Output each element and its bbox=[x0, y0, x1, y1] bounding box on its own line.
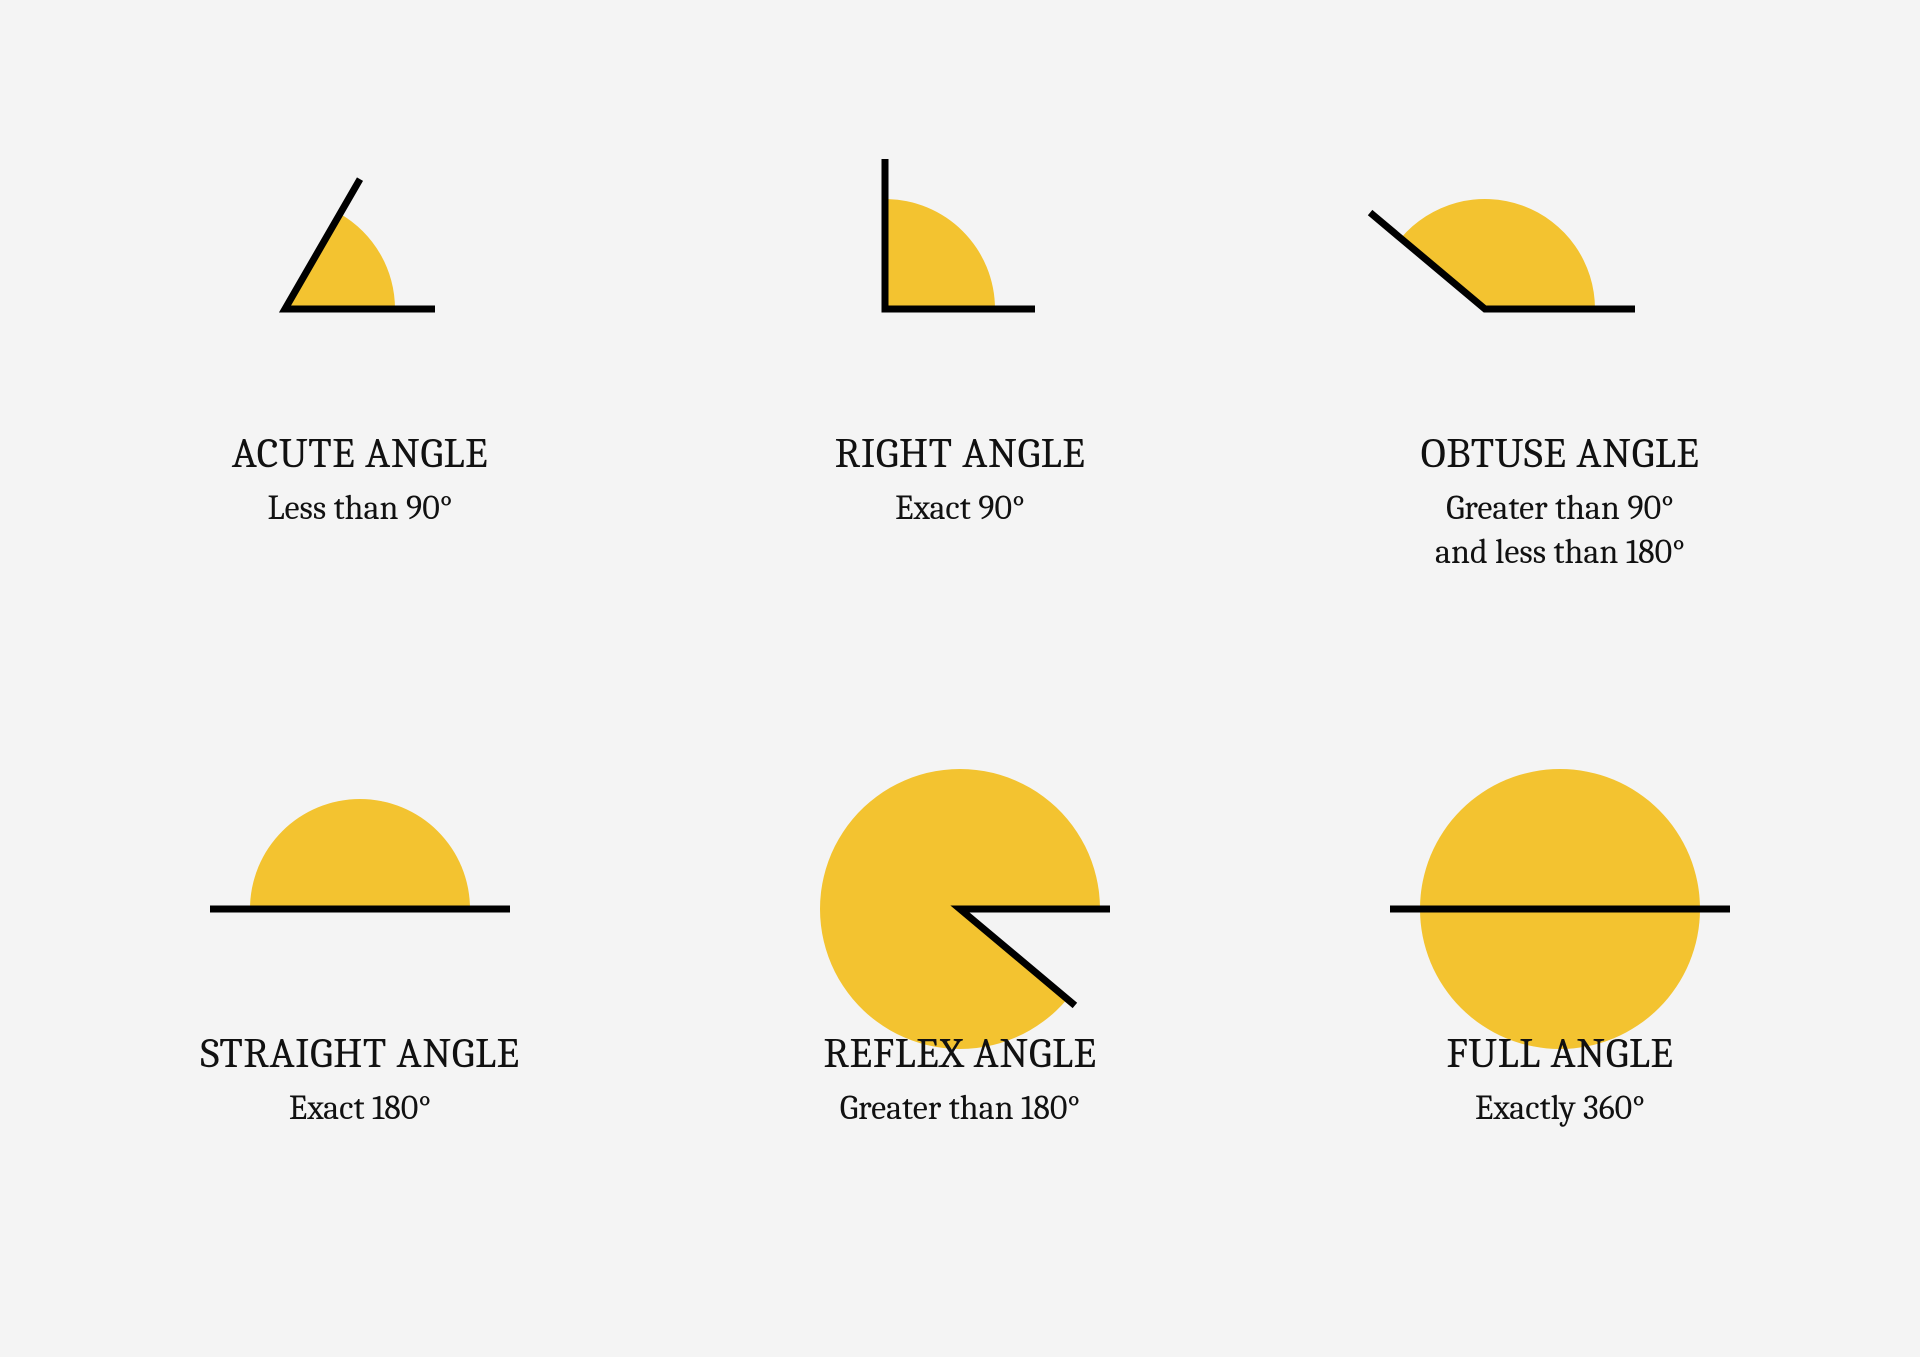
angle-desc-acute: Less than 90° bbox=[267, 486, 452, 530]
angle-cell-reflex: REFLEX ANGLE Greater than 180° bbox=[680, 699, 1240, 1259]
angle-title-obtuse: OBTUSE ANGLE bbox=[1421, 429, 1700, 478]
angle-title-full: FULL ANGLE bbox=[1446, 1029, 1673, 1078]
angle-title-right: RIGHT ANGLE bbox=[835, 429, 1086, 478]
angle-desc-obtuse: Greater than 90°and less than 180° bbox=[1435, 486, 1685, 574]
straight-angle-icon bbox=[170, 699, 550, 999]
angle-desc-straight: Exact 180° bbox=[289, 1086, 431, 1130]
full-angle-icon bbox=[1370, 699, 1750, 999]
angle-cell-straight: STRAIGHT ANGLE Exact 180° bbox=[80, 699, 640, 1259]
angle-title-straight: STRAIGHT ANGLE bbox=[200, 1029, 519, 1078]
angle-desc-right: Exact 90° bbox=[895, 486, 1025, 530]
angle-title-acute: ACUTE ANGLE bbox=[232, 429, 488, 478]
angle-title-reflex: REFLEX ANGLE bbox=[823, 1029, 1096, 1078]
angle-desc-full: Exactly 360° bbox=[1475, 1086, 1645, 1130]
obtuse-angle-icon bbox=[1370, 99, 1750, 399]
reflex-angle-icon bbox=[770, 699, 1150, 999]
angle-cell-right: RIGHT ANGLE Exact 90° bbox=[680, 99, 1240, 659]
angle-types-infographic: ACUTE ANGLE Less than 90° RIGHT ANGLE Exact… bbox=[0, 0, 1920, 1357]
acute-angle-icon bbox=[170, 99, 550, 399]
angle-cell-acute: ACUTE ANGLE Less than 90° bbox=[80, 99, 640, 659]
right-angle-icon bbox=[770, 99, 1150, 399]
angle-cell-obtuse: OBTUSE ANGLE Greater than 90°and less tha… bbox=[1280, 99, 1840, 659]
angle-desc-reflex: Greater than 180° bbox=[840, 1086, 1080, 1130]
angle-cell-full: FULL ANGLE Exactly 360° bbox=[1280, 699, 1840, 1259]
angle-grid: ACUTE ANGLE Less than 90° RIGHT ANGLE Exact… bbox=[80, 99, 1840, 1259]
